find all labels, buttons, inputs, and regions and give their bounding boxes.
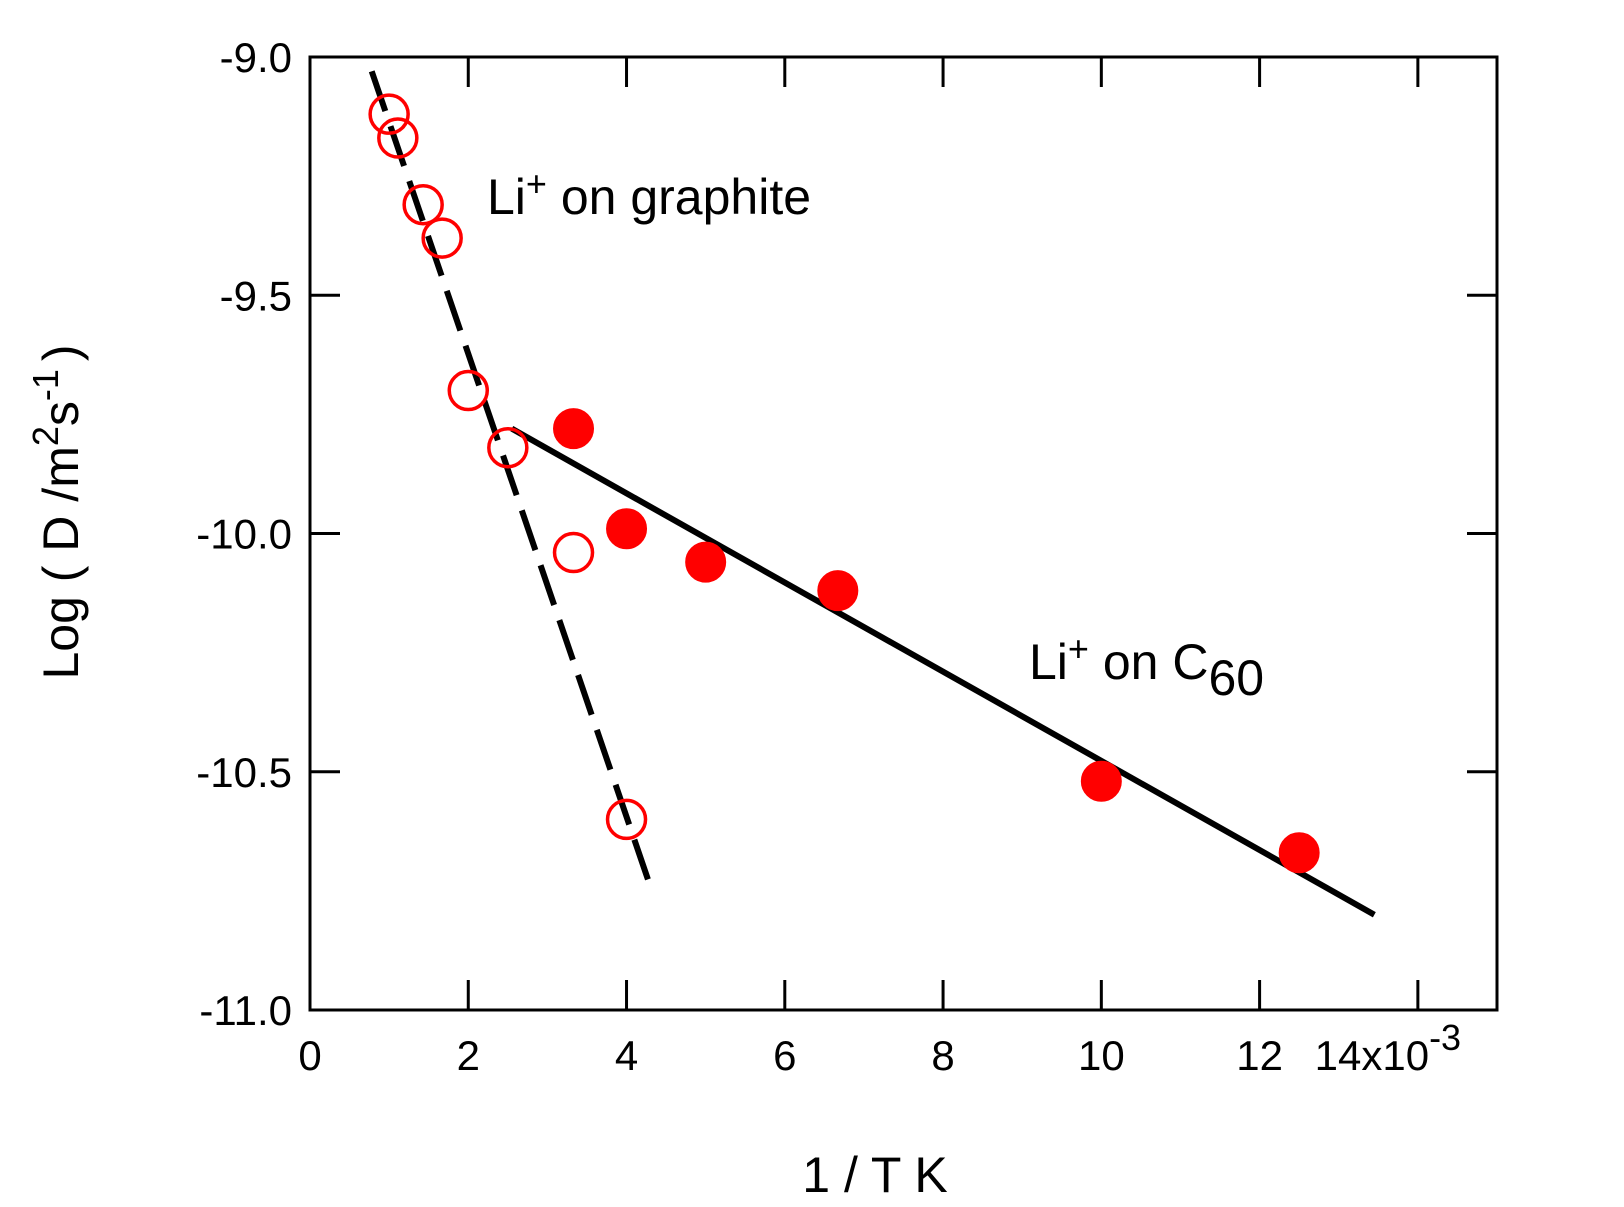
y-axis-title-mid: s	[33, 401, 89, 426]
x-tick-label: 10	[1078, 1032, 1125, 1079]
y-axis-title-sup2: -1	[25, 369, 66, 401]
fit-lines	[368, 70, 1376, 918]
x-axis-title: 1 / T K	[802, 1147, 947, 1203]
y-tick-label: -10.5	[196, 749, 292, 796]
annotation-c60-text: on C	[1089, 634, 1209, 690]
y-axis-title: Log ( D /m2s-1)	[25, 344, 89, 679]
graphite-point	[487, 426, 529, 469]
c60-fit-line	[510, 426, 1376, 918]
graphite-point	[377, 117, 419, 159]
graphite-point	[368, 93, 410, 135]
annotation-c60-sub: 60	[1208, 650, 1264, 706]
graphite-point	[421, 217, 463, 259]
y-axis-title-sup1: 2	[25, 426, 66, 446]
graphite-fit-line	[368, 70, 655, 892]
annotation-c60-sup: +	[1068, 628, 1089, 669]
annotation-graphite-sup: +	[526, 163, 547, 204]
y-axis-title-end: )	[33, 344, 89, 361]
axis-tick-labels: 0 2 4 6 8 10 12 14x10-3 -9.0 -9.5 -10.0 -10.5 -11.0	[196, 34, 1461, 1079]
x-tick-exponent: -3	[1429, 1017, 1461, 1058]
x-tick-label: 2	[457, 1032, 480, 1079]
y-axis-title-main: Log ( D /m	[33, 446, 89, 679]
c60-point	[553, 408, 595, 450]
x-tick-label: 8	[931, 1032, 954, 1079]
annotation-c60-base: Li	[1029, 634, 1068, 690]
c60-point	[1080, 760, 1122, 802]
c60-point	[817, 570, 859, 612]
c60-point	[685, 541, 727, 583]
y-tick-label: -9.0	[220, 34, 292, 81]
axis-ticks	[308, 55, 1497, 1012]
x-tick-label: 6	[773, 1032, 796, 1079]
graphite-point	[605, 798, 648, 841]
x-tick-label: 12	[1236, 1032, 1283, 1079]
annotation-c60: Li+ on C60	[1029, 628, 1264, 706]
data-points	[368, 93, 1320, 874]
graphite-point	[447, 369, 490, 412]
annotation-graphite-text: on graphite	[547, 169, 811, 225]
x-tick-label: 14x10-3	[1315, 1017, 1461, 1079]
annotation-graphite-base: Li	[487, 169, 526, 225]
c60-point	[606, 508, 648, 550]
y-tick-label: -9.5	[220, 272, 292, 319]
graphite-point	[552, 531, 595, 574]
annotation-graphite: Li+ on graphite	[487, 163, 811, 225]
y-tick-label: -11.0	[199, 987, 292, 1034]
y-tick-label: -10.0	[196, 511, 292, 558]
c60-point	[1278, 832, 1320, 874]
x-tick-label: 0	[298, 1032, 321, 1079]
x-tick-label: 4	[615, 1032, 638, 1079]
graphite-point	[402, 183, 444, 226]
